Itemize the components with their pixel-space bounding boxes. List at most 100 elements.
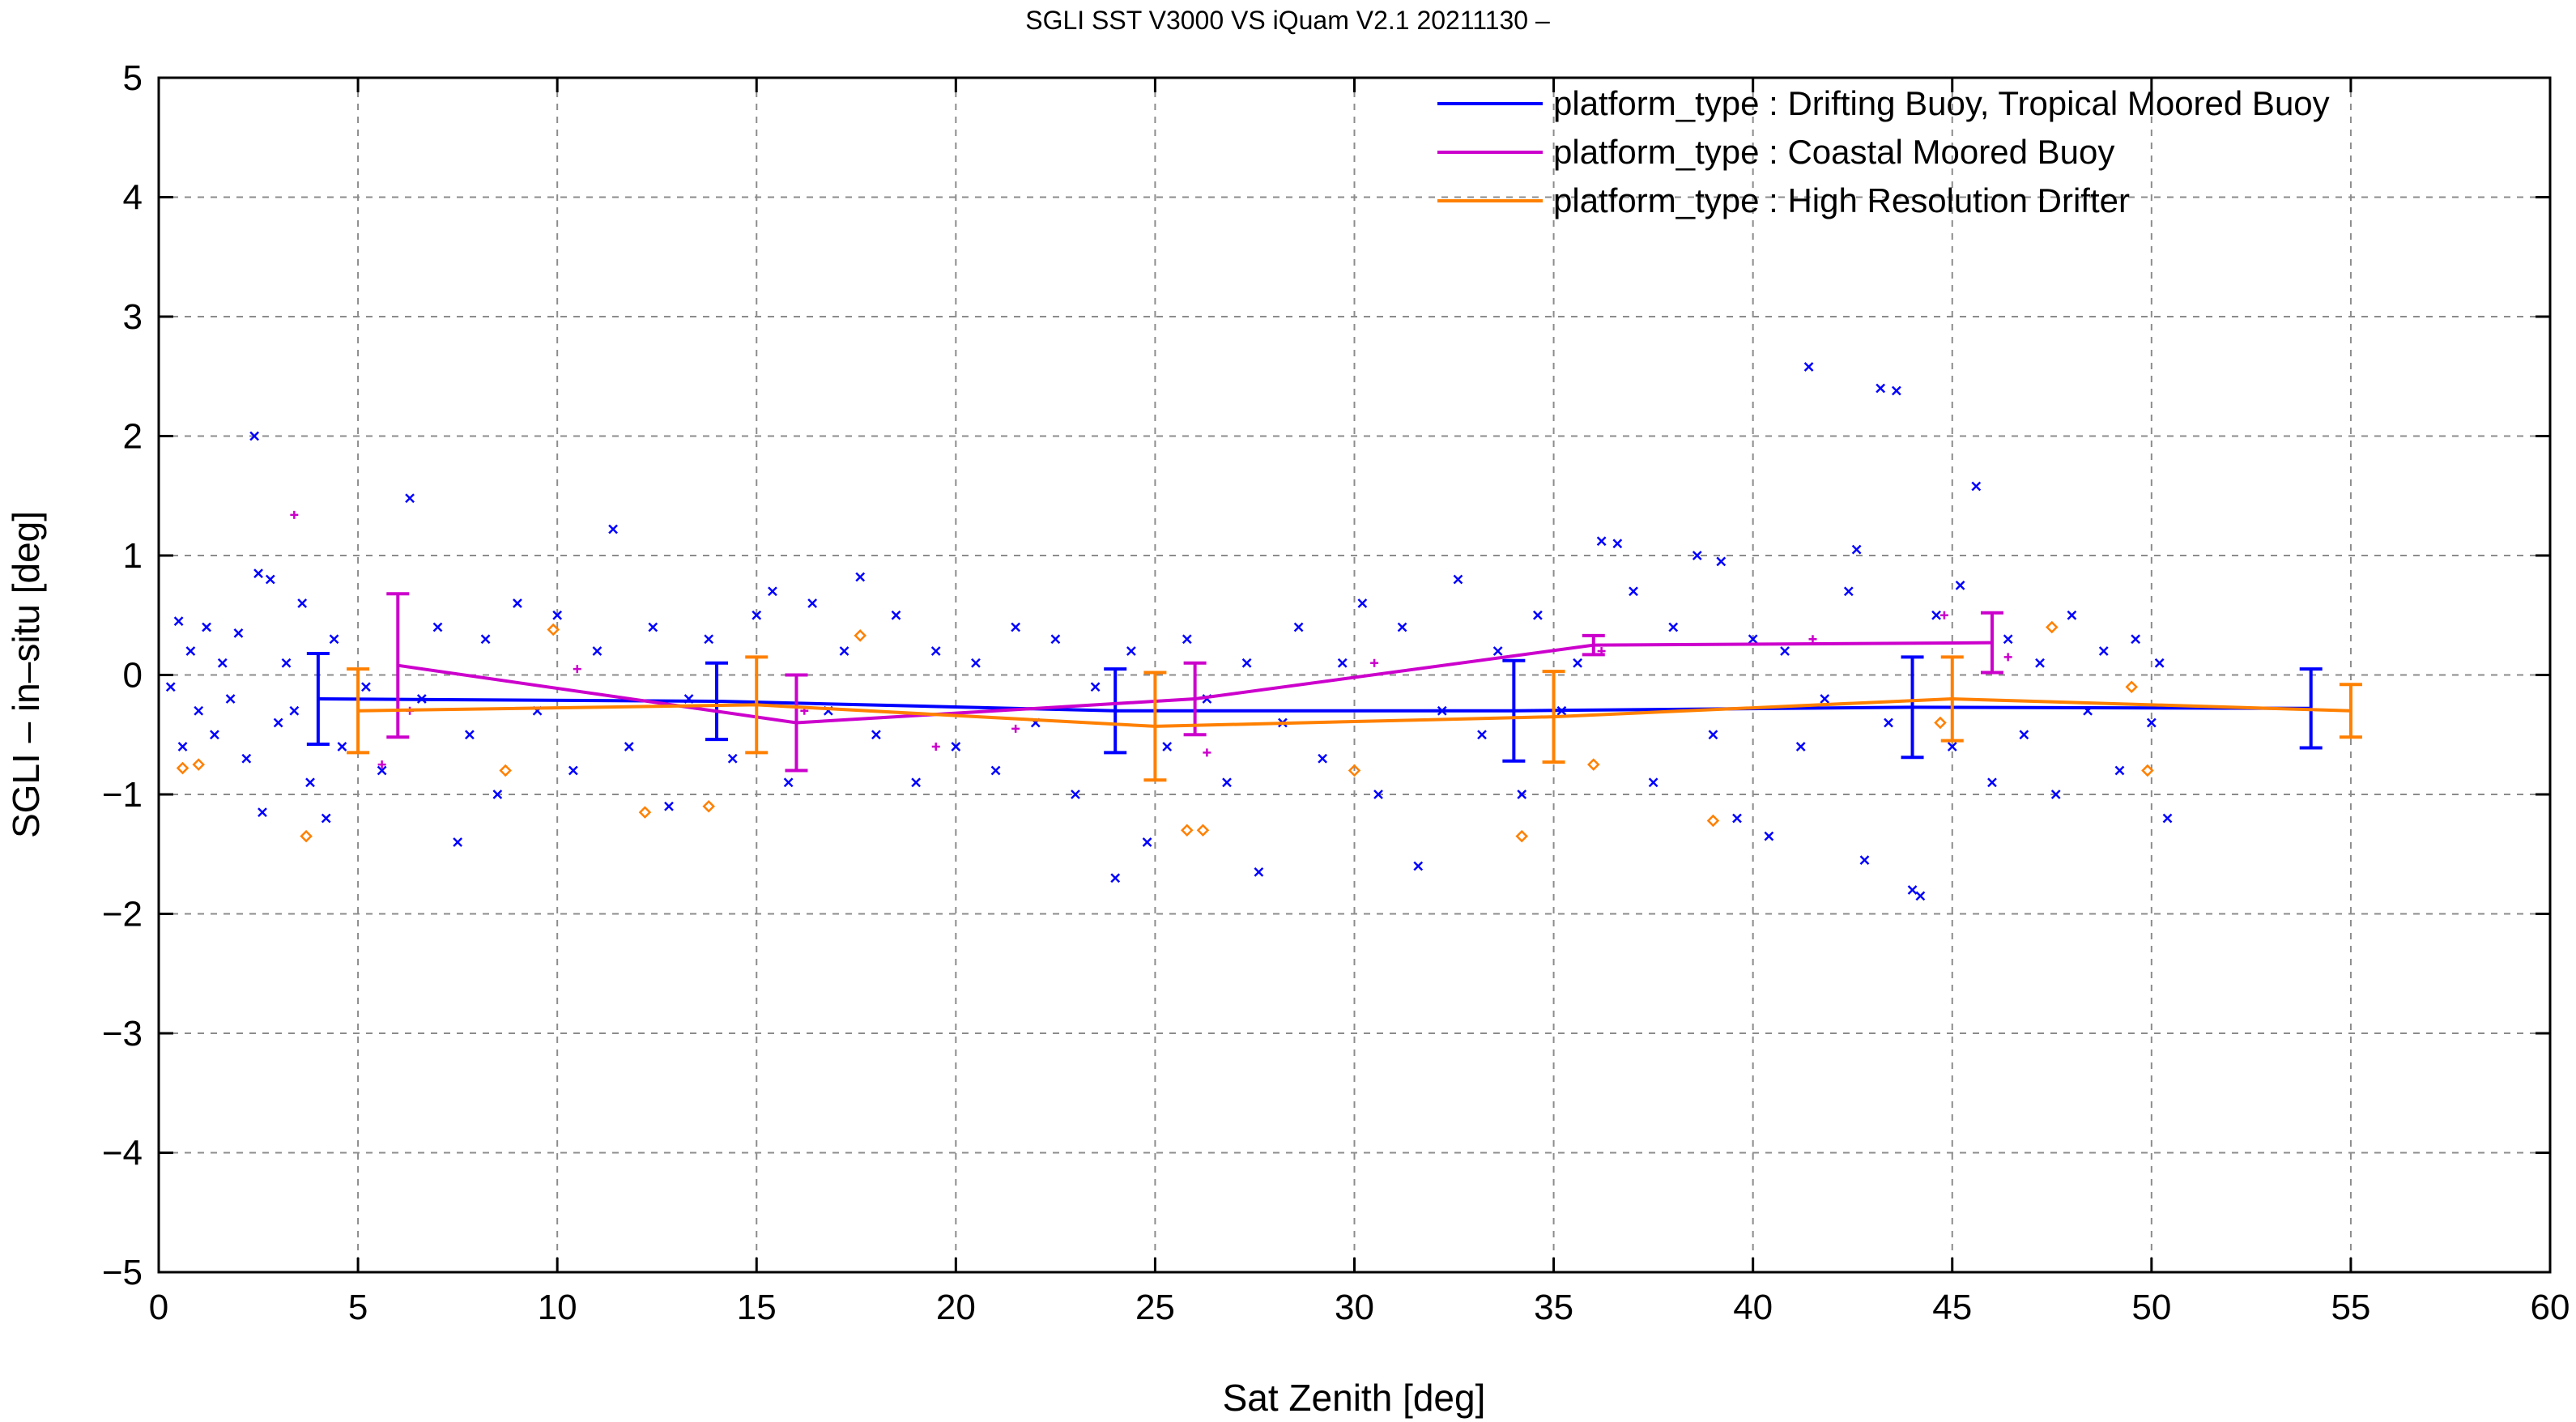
- data-point: [1596, 536, 1607, 547]
- data-point: [1071, 790, 1080, 799]
- legend: platform_type : Drifting Buoy, Tropical …: [1437, 84, 2330, 219]
- data-point: [1090, 682, 1101, 692]
- data-point: [1934, 716, 1947, 730]
- data-point: [281, 658, 292, 668]
- data-point: [568, 765, 578, 776]
- data-point: [1573, 658, 1582, 668]
- data-point: [258, 807, 267, 818]
- data-point: [704, 634, 714, 645]
- data-point: [1196, 824, 1210, 837]
- data-point: [2131, 634, 2141, 645]
- data-point: [405, 493, 415, 504]
- data-point: [573, 665, 581, 674]
- data-point: [931, 743, 940, 751]
- data-point: [2003, 653, 2012, 662]
- data-point: [1337, 658, 1348, 668]
- data-point: [361, 682, 371, 692]
- data-point: [1748, 634, 1758, 645]
- data-point: [2003, 634, 2013, 645]
- data-point: [664, 801, 674, 811]
- legend-label: platform_type : Coastal Moored Buoy: [1553, 133, 2114, 171]
- error-bar: [785, 673, 808, 773]
- y-tick-label: −5: [102, 1253, 143, 1292]
- data-point: [1222, 777, 1232, 788]
- y-tick-label: −3: [102, 1014, 143, 1054]
- x-tick-label: 10: [538, 1288, 577, 1327]
- data-point: [1318, 753, 1328, 764]
- data-point: [648, 622, 658, 632]
- data-point: [930, 646, 941, 656]
- data-point: [492, 790, 503, 799]
- x-axis-label: Sat Zenith [deg]: [1223, 1377, 1486, 1419]
- data-point: [1915, 891, 1926, 901]
- error-bar: [1143, 671, 1167, 782]
- y-tick-label: 1: [123, 536, 143, 576]
- data-point: [1706, 814, 1720, 828]
- error-bar: [745, 655, 769, 755]
- data-point: [1477, 730, 1487, 740]
- data-point: [210, 730, 219, 740]
- x-tick-label: 35: [1534, 1288, 1573, 1327]
- data-point: [1780, 646, 1790, 656]
- data-point: [1876, 383, 1886, 394]
- data-point: [1907, 885, 1918, 895]
- grid: [159, 78, 2550, 1272]
- mean-lines: [306, 592, 2362, 782]
- data-point: [783, 777, 794, 788]
- data-point: [2019, 730, 2029, 740]
- data-point: [638, 806, 652, 819]
- data-point: [253, 568, 263, 579]
- data-point: [752, 610, 762, 620]
- error-bar: [1980, 611, 2003, 675]
- data-point: [1987, 777, 1997, 788]
- data-point: [1293, 622, 1304, 632]
- error-bar: [1183, 661, 1207, 737]
- data-point: [1348, 764, 1361, 777]
- data-point: [971, 658, 981, 668]
- data-point: [1373, 790, 1383, 799]
- error-bar: [1502, 658, 1526, 763]
- data-point: [1947, 742, 1957, 751]
- error-bar: [1542, 670, 1565, 764]
- data-point: [513, 598, 522, 608]
- data-point: [1181, 824, 1194, 837]
- y-tick-label: −2: [102, 895, 143, 935]
- data-point: [1241, 658, 1252, 668]
- x-tick-label: 50: [2131, 1288, 2171, 1327]
- data-point: [592, 646, 602, 656]
- data-point: [608, 524, 618, 534]
- data-point: [1851, 544, 1862, 555]
- data-point: [453, 837, 463, 847]
- data-point: [2050, 790, 2061, 799]
- data-point: [1050, 634, 1061, 645]
- data-point: [768, 586, 777, 597]
- data-point: [2146, 717, 2157, 728]
- error-bar: [1104, 667, 1127, 755]
- data-point: [839, 646, 849, 656]
- data-point: [1370, 658, 1379, 667]
- data-point: [1931, 610, 1941, 620]
- data-point: [1803, 362, 1814, 372]
- mean-line: [358, 696, 2351, 728]
- data-point: [1126, 646, 1136, 656]
- data-point: [1808, 635, 1817, 644]
- data-point: [377, 760, 386, 769]
- x-tick-label: 0: [149, 1288, 168, 1327]
- x-tick-label: 40: [1733, 1288, 1773, 1327]
- error-bar: [386, 592, 410, 739]
- y-tick-label: 5: [123, 58, 143, 98]
- data-point: [1254, 866, 1264, 877]
- y-tick-label: −4: [102, 1134, 143, 1173]
- x-tick-label: 55: [2331, 1288, 2370, 1327]
- data-point: [990, 765, 1001, 776]
- data-point: [2046, 620, 2059, 634]
- data-point: [855, 572, 866, 582]
- x-tick-label: 20: [936, 1288, 976, 1327]
- y-tick-label: 3: [123, 297, 143, 337]
- y-tick-label: −1: [102, 775, 143, 815]
- data-point: [225, 694, 236, 704]
- data-point: [1668, 622, 1679, 632]
- data-point: [1587, 758, 1600, 771]
- data-point: [202, 622, 211, 632]
- data-point: [1110, 873, 1121, 883]
